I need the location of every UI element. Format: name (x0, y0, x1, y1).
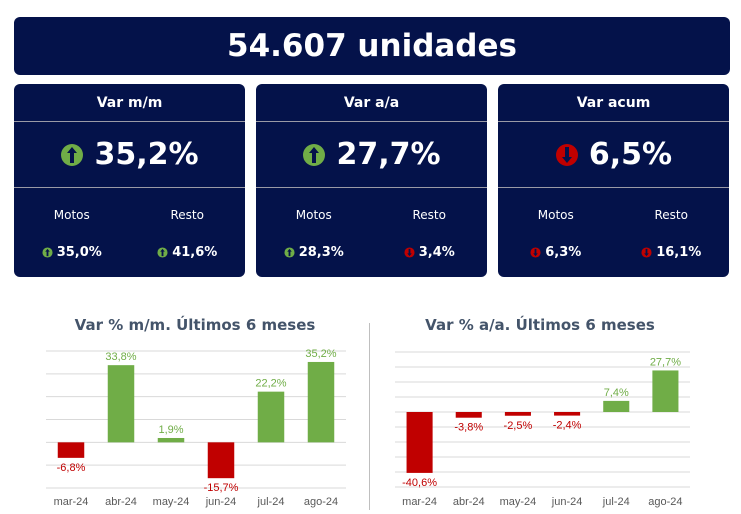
bar-jul-24 (257, 391, 285, 443)
sub-label: Resto (654, 208, 688, 222)
sub-label: Motos (295, 208, 332, 222)
data-label: -3,8% (454, 422, 483, 434)
sub-value: 3,4% (418, 245, 455, 260)
card-sub-motos: Motos 28,3% (256, 188, 372, 278)
arrow-up-icon (284, 247, 295, 258)
card-title: Var m/m (14, 84, 245, 122)
bar-may-24 (157, 437, 185, 443)
data-label: -2,4% (553, 420, 582, 432)
bar-jun-24 (554, 412, 581, 416)
kpi-card: Var m/m 35,2% Motos 35,0% Resto 41,6% (14, 84, 245, 277)
data-label: -40,6% (402, 477, 437, 489)
kpi-card: Var acum 6,5% Motos 6,3% Resto 16,1% (498, 84, 729, 277)
total-units-banner: 54.607 unidades (14, 17, 730, 75)
bar-mar-24 (57, 442, 85, 458)
arrow-up-icon (303, 143, 326, 166)
arrow-down-icon (641, 247, 652, 258)
bar-may-24 (504, 412, 531, 416)
arrow-up-icon (61, 143, 84, 166)
card-sub-motos: Motos 35,0% (14, 188, 130, 278)
arrow-down-icon (555, 143, 578, 166)
card-main-value: 6,5% (498, 122, 729, 188)
sub-value: 16,1% (656, 245, 702, 260)
bar-abr-24 (455, 412, 482, 418)
card-title: Var a/a (256, 84, 487, 122)
sub-label: Motos (53, 208, 90, 222)
sub-label: Resto (170, 208, 204, 222)
x-tick-label: ago-24 (304, 496, 338, 508)
bar-jul-24 (603, 400, 630, 412)
card-main-value: 27,7% (256, 122, 487, 188)
card-sub-motos: Motos 6,3% (498, 188, 614, 278)
x-tick-label: abr-24 (453, 496, 485, 508)
sub-value: 6,3% (545, 245, 582, 260)
card-sub-resto: Resto 3,4% (372, 188, 488, 278)
arrow-down-icon (530, 247, 541, 258)
card-main-value: 35,2% (14, 122, 245, 188)
x-tick-label: jul-24 (257, 496, 285, 508)
total-units: 54.607 unidades (227, 28, 517, 64)
bar-ago-24 (307, 361, 335, 443)
data-label: -2,5% (504, 420, 533, 432)
card-value: 6,5% (588, 137, 673, 172)
x-tick-label: ago-24 (648, 496, 682, 508)
x-tick-label: mar-24 (54, 496, 89, 508)
data-label: 22,2% (255, 378, 286, 390)
x-tick-label: may-24 (153, 496, 190, 508)
sub-label: Resto (412, 208, 446, 222)
sub-value: 41,6% (172, 245, 218, 260)
x-tick-label: jun-24 (205, 496, 237, 508)
bar-abr-24 (107, 365, 135, 443)
divider (369, 323, 370, 510)
bar-mar-24 (406, 412, 433, 473)
card-title: Var acum (498, 84, 729, 122)
chart-title-mm: Var % m/m. Últimos 6 meses (74, 316, 316, 334)
card-value: 27,7% (336, 137, 441, 172)
card-sub-resto: Resto 41,6% (130, 188, 246, 278)
data-label: 7,4% (604, 387, 629, 399)
arrow-down-icon (404, 247, 415, 258)
data-label: -15,7% (204, 482, 239, 494)
data-label: -6,8% (57, 462, 86, 474)
sub-value: 35,0% (56, 245, 102, 260)
data-label: 33,8% (105, 351, 136, 363)
chart-title-aa: Var % a/a. Últimos 6 meses (425, 316, 655, 334)
card-value: 35,2% (94, 137, 199, 172)
x-tick-label: jun-24 (551, 496, 583, 508)
arrow-up-icon (42, 247, 53, 258)
kpi-card: Var a/a 27,7% Motos 28,3% Resto 3,4% (256, 84, 487, 277)
sub-value: 28,3% (298, 245, 344, 260)
x-tick-label: jul-24 (602, 496, 630, 508)
x-tick-label: may-24 (500, 496, 537, 508)
card-sub-resto: Resto 16,1% (614, 188, 730, 278)
x-tick-label: mar-24 (402, 496, 437, 508)
bar-jun-24 (207, 442, 235, 479)
arrow-up-icon (157, 247, 168, 258)
data-label: 27,7% (650, 356, 681, 368)
data-label: 1,9% (158, 424, 183, 436)
data-label: 35,2% (305, 348, 336, 360)
x-tick-label: abr-24 (105, 496, 137, 508)
bar-ago-24 (652, 370, 679, 412)
sub-label: Motos (537, 208, 574, 222)
